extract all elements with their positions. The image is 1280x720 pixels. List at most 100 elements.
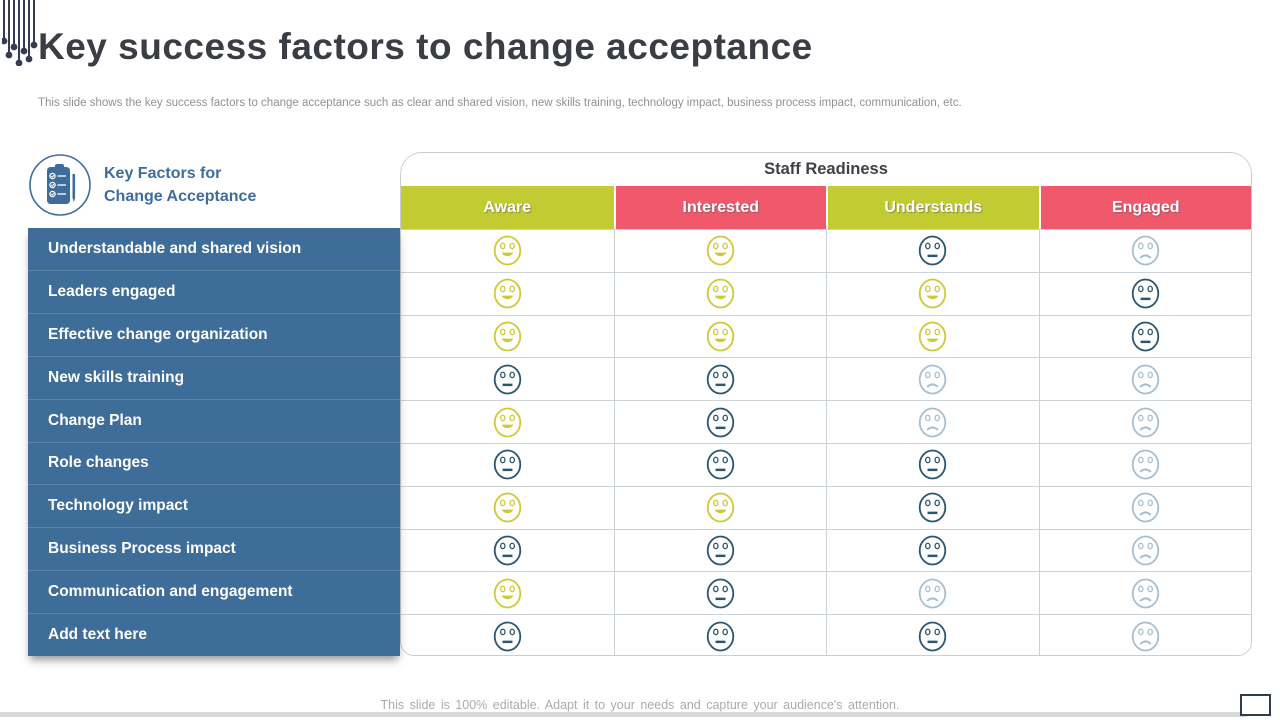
rating-cell [826,614,1039,655]
factor-label: New skills training [28,357,400,400]
sad-face-icon [919,407,947,438]
factor-label: Effective change organization [28,314,400,357]
key-factors-title-line1: Key Factors for [104,165,222,182]
neutral-face-icon [493,621,521,651]
sad-face-icon [919,364,947,395]
rating-cell [826,271,1039,315]
neutral-face-icon [706,449,734,480]
happy-face-icon [919,321,947,352]
sad-face-icon [919,578,947,609]
sad-face-icon [1131,492,1159,523]
neutral-face-icon [919,535,947,566]
factor-labels-column: Understandable and shared vision Leaders … [28,228,400,656]
bottom-bar [0,712,1247,717]
sad-face-icon [1131,578,1159,609]
rating-cell [1038,614,1251,655]
rating-cell [1038,271,1251,315]
happy-face-icon [493,578,521,609]
rating-cell [826,229,1039,272]
ratings-grid [401,229,1251,655]
neutral-face-icon [919,492,947,523]
rating-cell [401,571,614,615]
page-title: Key success factors to change acceptance [38,26,813,67]
neutral-face-icon [493,449,521,480]
rating-cell [613,357,826,401]
screen-frame-icon [1240,694,1271,716]
rating-cell [826,528,1039,572]
rating-cell [401,528,614,572]
neutral-face-icon [919,235,947,266]
rating-cell [401,271,614,315]
neutral-face-icon [1131,278,1159,309]
rating-cell [613,528,826,572]
column-headers-row: Aware Interested Understands Engaged [401,186,1251,229]
rating-cell [826,485,1039,529]
rating-cell [1038,229,1251,272]
neutral-face-icon [1131,321,1159,352]
column-header-aware: Aware [401,186,614,229]
key-factors-title-line2: Change Acceptance [104,188,257,206]
footer-note: This slide is 100% editable. Adapt it to… [380,698,900,712]
rating-cell [1038,528,1251,572]
happy-face-icon [706,321,734,352]
rating-cell [613,485,826,529]
rating-cell [401,614,614,655]
sad-face-icon [1131,364,1159,395]
neutral-face-icon [706,578,734,609]
circuit-traces-icon [0,0,40,71]
rating-cell [1038,357,1251,401]
rating-cell [401,442,614,486]
happy-face-icon [493,407,521,438]
happy-face-icon [493,278,521,309]
rating-cell [613,614,826,655]
factor-label: Communication and engagement [28,571,400,615]
neutral-face-icon [706,364,734,395]
rating-cell [613,400,826,443]
rating-cell [826,314,1039,358]
sad-face-icon [1131,407,1159,438]
staff-readiness-table: Staff Readiness Aware Interested Understan… [400,152,1252,656]
rating-cell [613,442,826,486]
neutral-face-icon [493,535,521,566]
rating-cell [826,571,1039,615]
rating-cell [1038,314,1251,358]
group-header: Staff Readiness [764,160,888,178]
rating-cell [401,400,614,443]
rating-cell [1038,571,1251,615]
factor-label: Technology impact [28,485,400,529]
rating-cell [401,314,614,358]
factor-label: Role changes [28,443,400,486]
rating-cell [613,271,826,315]
factor-label: Leaders engaged [28,271,400,314]
rating-cell [401,485,614,529]
key-factors-header: Key Factors for Change Acceptance [28,152,256,223]
clipboard-checklist-icon [28,152,92,223]
rating-cell [826,357,1039,401]
rating-cell [401,357,614,401]
neutral-face-icon [706,535,734,566]
rating-cell [613,314,826,358]
happy-face-icon [706,235,734,266]
factor-label: Add text here [48,626,148,644]
rating-cell [1038,442,1251,486]
sad-face-icon [1131,535,1159,566]
happy-face-icon [493,321,521,352]
neutral-face-icon [706,621,734,651]
neutral-face-icon [919,449,947,480]
factor-label: Business Process impact [28,528,400,572]
sad-face-icon [1131,449,1159,480]
column-header-engaged: Engaged [1038,186,1251,229]
rating-cell [1038,400,1251,443]
happy-face-icon [493,492,521,523]
happy-face-icon [706,492,734,523]
factor-label: Understandable and shared vision [28,228,400,271]
column-header-understands: Understands [826,186,1039,229]
rating-cell [401,229,614,272]
happy-face-icon [919,278,947,309]
neutral-face-icon [706,407,734,438]
slide-description: This slide shows the key success factors… [38,97,962,109]
rating-cell [613,571,826,615]
rating-cell [1038,485,1251,529]
rating-cell [826,442,1039,486]
column-header-interested: Interested [613,186,826,229]
